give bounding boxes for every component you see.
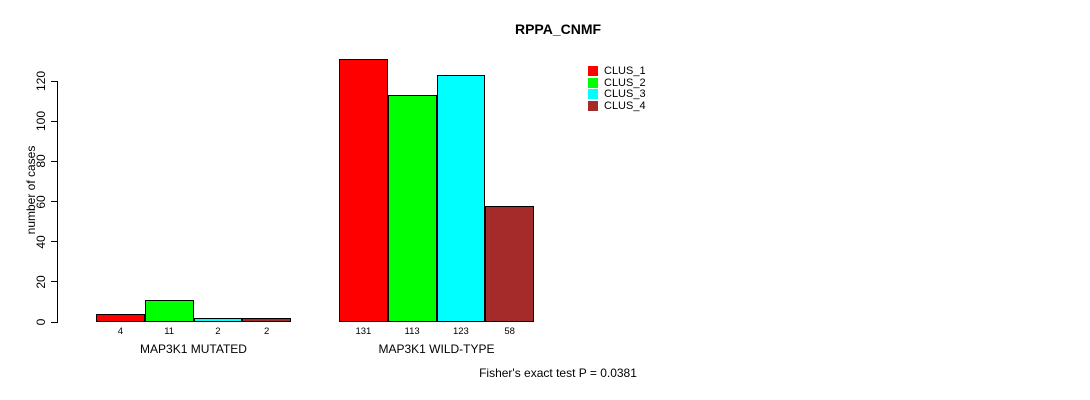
y-tick-label: 20 <box>34 275 48 289</box>
y-tick-mark <box>51 80 57 82</box>
legend-label-CLUS_3: CLUS_3 <box>604 88 646 100</box>
legend-swatch-CLUS_3 <box>588 89 598 99</box>
bar-value-label: 113 <box>404 326 420 337</box>
bar-CLUS_4-group2 <box>485 205 534 322</box>
y-tick-mark <box>51 120 57 122</box>
legend-label-CLUS_1: CLUS_1 <box>604 65 646 77</box>
bar-CLUS_3-group1 <box>193 317 243 322</box>
y-tick-label: 120 <box>34 70 48 92</box>
y-tick-label: 60 <box>34 194 48 209</box>
y-tick-label: 40 <box>34 234 48 249</box>
legend-swatch-CLUS_4 <box>588 100 598 111</box>
bar-CLUS_2-group2 <box>387 95 437 322</box>
legend-swatch-CLUS_2 <box>588 77 598 88</box>
bar-value-label: 58 <box>504 326 515 337</box>
y-tick-mark <box>51 281 57 283</box>
x-category-label: MAP3K1 WILD-TYPE <box>378 342 495 356</box>
bar-value-label: 2 <box>215 326 221 337</box>
y-tick-mark <box>51 201 57 202</box>
bar-CLUS_1-group1 <box>96 313 145 322</box>
y-tick-label: 80 <box>34 154 48 169</box>
chart-title: RPPA_CNMF <box>514 21 602 37</box>
bar-value-label: 11 <box>164 326 175 337</box>
y-tick-label: 0 <box>34 318 48 326</box>
x-category-label: MAP3K1 MUTATED <box>140 342 247 356</box>
legend-label-CLUS_2: CLUS_2 <box>604 76 646 89</box>
y-tick-mark <box>51 321 57 323</box>
bar-CLUS_2-group1 <box>144 299 194 322</box>
legend-swatch-CLUS_1 <box>588 66 598 76</box>
annotation-text: Fisher's exact test P = 0.0381 <box>479 366 637 380</box>
y-tick-mark <box>51 160 57 162</box>
bar-value-label: 123 <box>452 326 469 337</box>
y-tick-mark <box>51 241 57 243</box>
bar-CLUS_4-group1 <box>242 317 291 322</box>
legend-label-CLUS_4: CLUS_4 <box>604 99 646 112</box>
bar-value-label: 131 <box>355 326 372 337</box>
bar-CLUS_1-group2 <box>339 58 388 322</box>
bar-value-label: 4 <box>117 326 124 337</box>
bar-CLUS_3-group2 <box>436 74 486 322</box>
y-axis-line <box>57 81 58 323</box>
bar-value-label: 2 <box>263 326 270 337</box>
y-tick-label: 100 <box>34 111 48 132</box>
